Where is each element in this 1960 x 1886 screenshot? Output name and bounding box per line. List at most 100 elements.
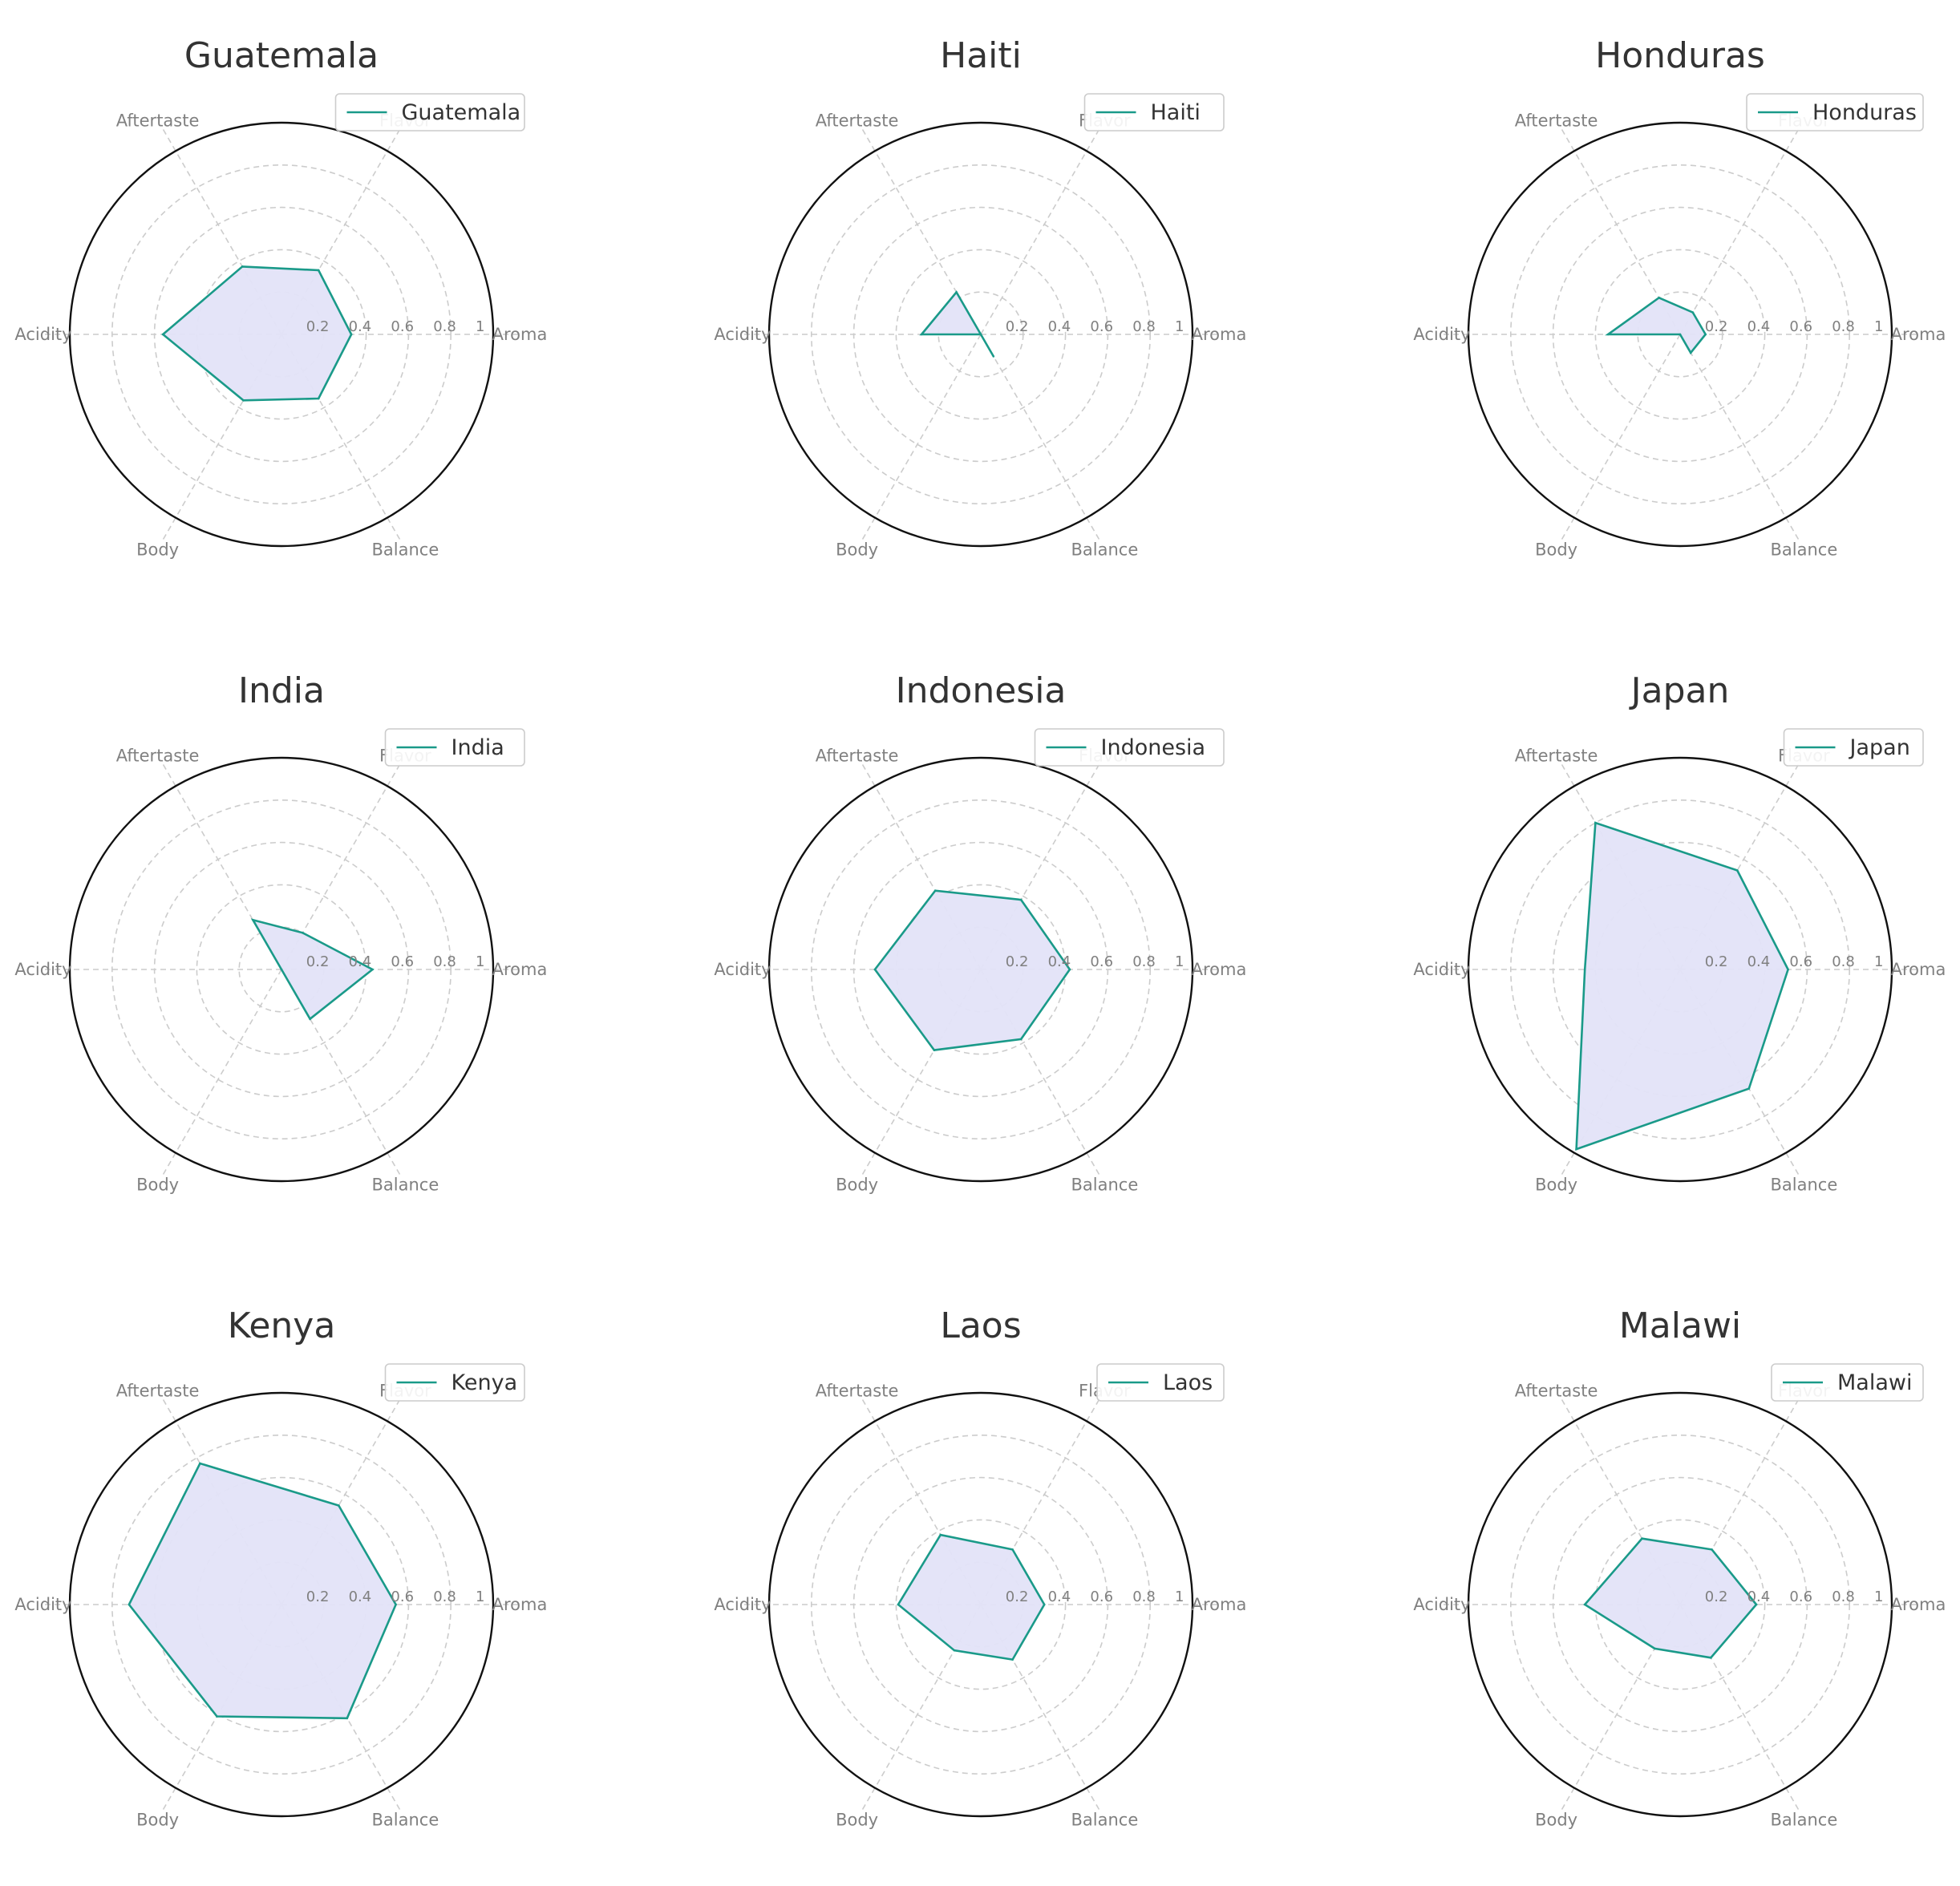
radial-tick-label: 0.6 xyxy=(1090,1589,1113,1605)
radial-tick-label: 0.4 xyxy=(1048,318,1071,335)
axis-label-balance: Balance xyxy=(372,1811,439,1830)
data-point-body xyxy=(280,968,283,971)
axis-label-body: Body xyxy=(136,540,179,560)
axis-label-aftertaste: Aftertaste xyxy=(816,111,899,131)
radial-tick-label: 1 xyxy=(1874,1589,1883,1605)
legend-box xyxy=(1096,1363,1225,1402)
data-point-acidity xyxy=(1583,1603,1586,1606)
data-point-aroma xyxy=(1068,968,1071,971)
legend: Guatemala xyxy=(334,93,525,132)
axis-label-body: Body xyxy=(1535,1811,1577,1830)
outer-circle xyxy=(1467,121,1893,548)
data-point-balance xyxy=(346,1717,349,1720)
data-polygon-malawi xyxy=(1583,1537,1758,1659)
axis-label-body: Body xyxy=(836,1811,878,1830)
outer-circle xyxy=(1467,756,1893,1183)
radial-tick-label: 0.4 xyxy=(1747,953,1771,970)
data-point-body xyxy=(933,1049,936,1051)
radial-tick-label: 1 xyxy=(1175,953,1184,970)
radial-tick-label: 0.8 xyxy=(1832,953,1855,970)
legend-box xyxy=(1771,1363,1924,1402)
data-point-aroma xyxy=(1043,1603,1046,1606)
radial-tick-label: 0.4 xyxy=(349,1589,372,1605)
data-point-aftertaste xyxy=(1641,1537,1643,1540)
grid-ring xyxy=(111,799,452,1139)
legend: Japan xyxy=(1783,728,1924,767)
axis-spoke-body xyxy=(162,969,282,1176)
radar-chart-india: 0.20.40.60.81AromaFlavorAftertasteAcidit… xyxy=(14,670,547,1195)
data-point-aftertaste xyxy=(933,889,937,892)
radial-tick-label: 1 xyxy=(1175,1589,1184,1605)
axis-label-aroma: Aroma xyxy=(1891,960,1946,979)
axis-label-acidity: Acidity xyxy=(1413,325,1470,344)
chart-title: Malawi xyxy=(1619,1305,1741,1346)
data-polygon-indonesia xyxy=(873,889,1071,1051)
data-point-aftertaste xyxy=(252,919,254,921)
data-point-flavor xyxy=(302,932,304,934)
data-point-flavor xyxy=(1011,1548,1014,1551)
grid-ring xyxy=(1510,164,1851,504)
grid-ring xyxy=(1594,249,1766,420)
data-point-acidity xyxy=(873,968,877,971)
outer-circle xyxy=(767,756,1194,1183)
axis-label-aftertaste: Aftertaste xyxy=(816,747,899,766)
grid-ring xyxy=(810,1435,1151,1775)
data-point-balance xyxy=(309,1018,311,1020)
data-point-acidity xyxy=(1606,333,1610,336)
radial-tick-label: 0.6 xyxy=(1789,1589,1812,1605)
radar-chart-indonesia: 0.20.40.60.81AromaFlavorAftertasteAcidit… xyxy=(714,670,1246,1195)
data-point-acidity xyxy=(128,1603,131,1606)
axis-label-aftertaste: Aftertaste xyxy=(1515,1382,1598,1401)
data-point-body xyxy=(953,1649,956,1652)
axis-spoke-body xyxy=(1561,334,1681,540)
data-point-balance xyxy=(992,355,995,358)
data-point-balance xyxy=(1019,1038,1023,1041)
chart-title: Japan xyxy=(1629,670,1730,711)
data-point-aroma xyxy=(1787,968,1789,971)
legend-box xyxy=(1746,93,1924,132)
data-polygon-honduras xyxy=(1605,296,1707,355)
radial-tick-label: 0.8 xyxy=(1132,318,1156,335)
axis-spoke-balance xyxy=(980,334,1100,540)
axis-label-acidity: Acidity xyxy=(14,960,71,979)
legend-box xyxy=(1034,728,1225,767)
grid-ring xyxy=(1510,799,1851,1139)
axis-spoke-balance xyxy=(1679,334,1800,540)
axis-label-body: Body xyxy=(1535,540,1577,560)
axis-label-balance: Balance xyxy=(1071,1811,1139,1830)
radial-tick-label: 0.4 xyxy=(1048,953,1071,970)
legend-label: Japan xyxy=(1849,735,1910,760)
data-point-acidity xyxy=(1583,968,1586,971)
axis-label-body: Body xyxy=(1535,1176,1577,1195)
axis-label-acidity: Acidity xyxy=(14,325,71,344)
chart-title: India xyxy=(238,670,325,711)
axis-label-body: Body xyxy=(136,1811,179,1830)
data-point-aroma xyxy=(350,333,353,336)
radial-tick-label: 0.2 xyxy=(306,1589,330,1605)
legend: Laos xyxy=(1096,1363,1225,1402)
legend-label: Indonesia xyxy=(1101,735,1206,760)
axis-label-balance: Balance xyxy=(372,540,439,560)
data-point-balance xyxy=(1710,1657,1712,1659)
radial-tick-label: 0.8 xyxy=(433,953,456,970)
axis-label-aroma: Aroma xyxy=(1192,325,1247,344)
data-point-flavor xyxy=(1711,1548,1713,1551)
axis-label-balance: Balance xyxy=(1071,540,1139,560)
data-point-aroma xyxy=(1755,1603,1758,1606)
radial-tick-label: 0.8 xyxy=(1832,318,1855,335)
chart-title: Laos xyxy=(940,1305,1021,1346)
radial-tick-label: 0.4 xyxy=(349,318,372,335)
data-point-acidity xyxy=(920,333,923,336)
radar-chart-laos: 0.20.40.60.81AromaFlavorAftertasteAcidit… xyxy=(714,1305,1246,1830)
axis-spoke-flavor xyxy=(980,128,1100,335)
chart-title: Kenya xyxy=(228,1305,336,1346)
data-point-aroma xyxy=(371,968,374,971)
outer-circle xyxy=(68,756,495,1183)
chart-title: Indonesia xyxy=(896,670,1067,711)
data-point-body xyxy=(216,1715,218,1718)
data-point-body xyxy=(1679,333,1682,336)
radial-tick-label: 0.8 xyxy=(433,318,456,335)
radar-chart-honduras: 0.20.40.60.81AromaFlavorAftertasteAcidit… xyxy=(1413,35,1946,560)
radial-tick-label: 0.6 xyxy=(391,318,414,335)
radial-tick-label: 0.6 xyxy=(1789,953,1812,970)
